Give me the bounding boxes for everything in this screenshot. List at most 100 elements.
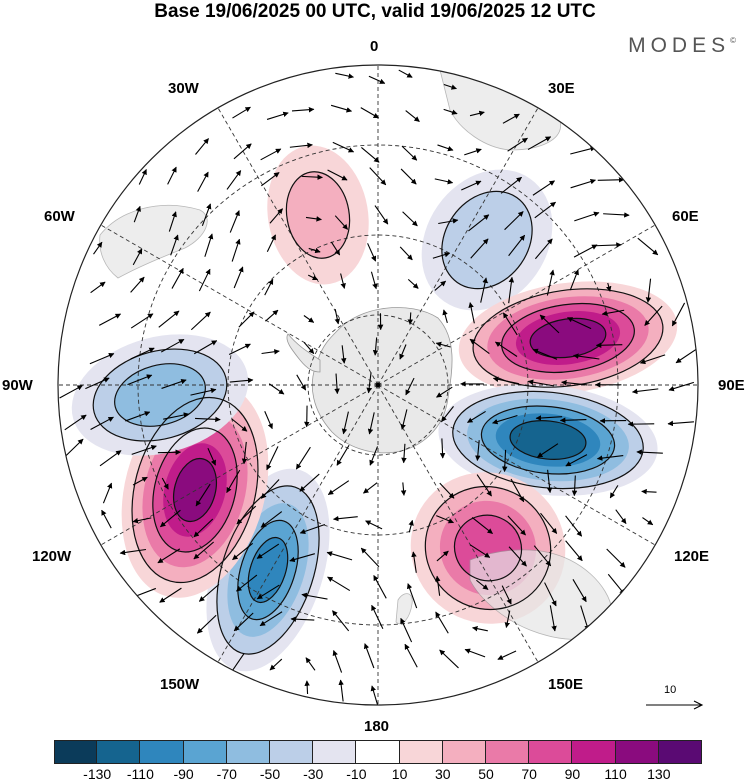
wind-arrow-icon: [338, 679, 344, 702]
wind-arrow-icon: [197, 171, 209, 192]
wind-arrow-icon: [163, 412, 190, 420]
wind-arrow-icon: [190, 387, 217, 396]
wind-arrow-icon: [606, 548, 626, 568]
wind-arrow-icon: [471, 516, 493, 535]
wind-arrow-icon: [365, 520, 383, 530]
wind-arrow-icon: [119, 548, 147, 556]
colorbar-swatch: [313, 740, 357, 764]
wind-arrow-icon: [305, 657, 316, 671]
wind-arrow-icon: [360, 107, 380, 119]
wind-arrow-icon: [434, 575, 441, 596]
lon-label-120e: 120E: [674, 548, 710, 565]
wind-arrow-icon: [546, 469, 553, 494]
wind-arrow-icon: [533, 545, 552, 567]
wind-arrow-icon: [264, 278, 274, 296]
colorbar-swatch: [658, 740, 703, 764]
wind-arrow-icon: [636, 449, 663, 455]
wind-arrow-icon: [299, 524, 326, 535]
wind-arrow-icon: [229, 377, 254, 384]
wind-arrow-icon: [335, 72, 354, 79]
colorbar-tick-label: -30: [303, 766, 324, 782]
wind-arrow-icon: [405, 110, 420, 122]
wind-arrow-icon: [130, 347, 155, 360]
wind-arrow-icon: [269, 658, 283, 671]
wind-arrow-icon: [232, 542, 254, 561]
streamline-contour: [216, 485, 320, 655]
colorbar-ticks: -130 -110 -90 -70 -50 -30 -10 10 30 50 70 90 110 130: [54, 766, 702, 783]
anomaly-fill: [510, 420, 586, 460]
lon-label-30w: 30W: [168, 80, 199, 97]
wind-arrow-icon: [411, 551, 417, 573]
wind-arrow-icon: [207, 447, 216, 466]
streamline-contour: [247, 536, 289, 604]
wind-arrow-icon: [573, 244, 598, 258]
wind-arrow-icon: [438, 218, 459, 225]
streamline-contour: [472, 288, 664, 388]
lon-label-60e: 60E: [672, 208, 699, 225]
wind-arrow-icon: [492, 376, 519, 385]
wind-arrow-icon: [161, 477, 169, 490]
wind-arrow-icon: [668, 381, 695, 392]
wind-arrow-icon: [435, 611, 449, 634]
wind-arrow-icon: [401, 443, 407, 464]
streamline-contour: [237, 519, 299, 621]
wind-arrow-icon: [90, 416, 114, 431]
wind-arrow-icon: [442, 309, 448, 323]
wind-arrow-icon: [195, 483, 211, 507]
wind-arrow-icon: [574, 211, 600, 222]
wind-arrow-icon: [228, 343, 251, 355]
wind-arrow-icon: [336, 444, 350, 466]
colorbar-swatch: [486, 740, 530, 764]
wind-arrow-icon: [642, 517, 654, 526]
wind-arrow-icon: [400, 409, 408, 430]
wind-arrow-icon: [330, 241, 341, 256]
wind-arrow-icon: [303, 315, 315, 323]
wind-arrow-icon: [168, 211, 177, 232]
wind-arrow-icon: [170, 234, 179, 256]
lon-label-30e: 30E: [548, 80, 575, 97]
meridian-line: [377, 98, 544, 386]
wind-arrow-icon: [470, 238, 489, 259]
wind-arrow-icon: [510, 478, 525, 503]
wind-arrow-icon: [434, 280, 447, 291]
lon-label-90w: 90W: [2, 377, 33, 394]
wind-arrow-icon: [193, 518, 214, 538]
wind-arrow-icon: [363, 643, 375, 669]
wind-arrow-icon: [233, 612, 254, 632]
wind-arrow-icon: [570, 146, 597, 155]
wind-arrow-icon: [508, 546, 527, 567]
wind-arrow-icon: [641, 488, 657, 495]
streamline-contour: [501, 303, 635, 373]
wind-arrow-icon: [334, 308, 340, 325]
wind-arrow-icon: [132, 248, 143, 266]
wind-arrow-icon: [198, 583, 220, 602]
wind-arrow-icon: [603, 212, 630, 218]
wind-arrow-icon: [464, 648, 486, 658]
wind-arrow-icon: [502, 449, 508, 473]
colorbar-tick-label: -50: [259, 766, 281, 782]
wind-arrow-icon: [291, 106, 315, 113]
wind-arrow-icon: [301, 592, 328, 600]
new-zealand: [395, 593, 413, 625]
polar-stereographic-map: [57, 64, 699, 706]
wind-arrow-icon: [404, 643, 418, 668]
colorbar-tick-label: -90: [173, 766, 194, 782]
streamline-contour: [131, 396, 259, 584]
wind-arrow-icon: [609, 485, 619, 499]
wind-arrow-icon: [571, 475, 578, 497]
wind-arrow-icon: [671, 302, 686, 327]
wind-arrow-icon: [368, 75, 386, 84]
wind-arrow-icon: [260, 479, 280, 499]
wind-arrow-icon: [256, 584, 280, 600]
wind-arrow-icon: [260, 148, 282, 161]
wind-arrow-icon: [502, 312, 518, 336]
wind-arrow-icon: [469, 544, 491, 558]
wind-arrow-icon: [502, 113, 520, 124]
wind-arrow-icon: [595, 342, 623, 349]
wind-arrow-icon: [631, 388, 659, 395]
wind-arrow-icon: [565, 515, 583, 537]
lon-label-150e: 150E: [548, 676, 584, 693]
wind-arrow-icon: [268, 383, 285, 395]
wind-arrow-icon: [534, 238, 553, 260]
wind-arrow-icon: [569, 269, 579, 291]
